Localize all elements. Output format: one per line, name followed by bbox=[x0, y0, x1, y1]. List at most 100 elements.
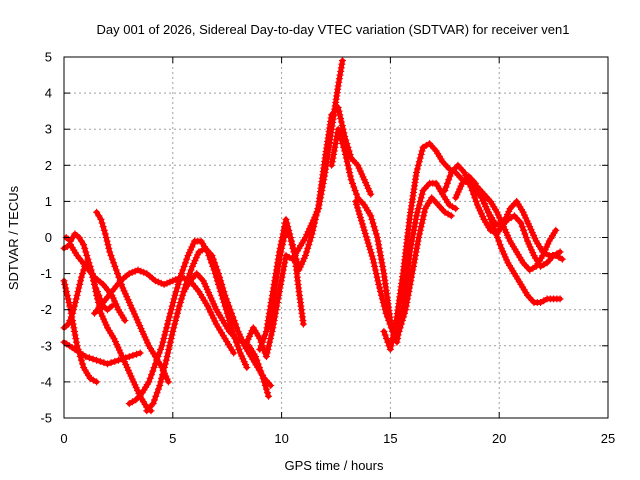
data-point bbox=[207, 308, 214, 316]
data-point bbox=[161, 331, 169, 339]
series-markers bbox=[473, 183, 560, 274]
series-line bbox=[61, 339, 143, 367]
data-point bbox=[176, 299, 184, 306]
data-point bbox=[417, 151, 425, 158]
data-point bbox=[520, 211, 528, 219]
data-point bbox=[473, 201, 481, 209]
x-tick-label: 10 bbox=[274, 431, 288, 446]
data-point bbox=[314, 205, 322, 213]
data-point bbox=[214, 323, 222, 331]
data-point bbox=[267, 331, 275, 339]
series-markers bbox=[93, 208, 172, 386]
data-point bbox=[169, 327, 177, 335]
data-point bbox=[71, 331, 79, 339]
data-point bbox=[228, 309, 236, 317]
data-point bbox=[312, 212, 320, 220]
data-point bbox=[142, 336, 150, 344]
data-point bbox=[160, 364, 168, 371]
data-point bbox=[334, 125, 342, 133]
data-point bbox=[218, 280, 226, 288]
data-point bbox=[299, 320, 307, 328]
data-point bbox=[183, 255, 191, 263]
data-point bbox=[337, 67, 345, 75]
data-point bbox=[416, 226, 424, 234]
data-point bbox=[252, 353, 259, 361]
data-point bbox=[208, 297, 216, 305]
data-point bbox=[265, 324, 272, 332]
data-point bbox=[77, 356, 85, 364]
data-point bbox=[123, 293, 131, 301]
y-tick-label: 0 bbox=[45, 230, 52, 245]
data-point bbox=[258, 371, 266, 379]
data-point bbox=[159, 371, 166, 379]
data-point bbox=[522, 214, 530, 222]
data-point bbox=[115, 346, 123, 354]
data-point bbox=[98, 312, 106, 320]
data-point bbox=[500, 250, 508, 258]
data-point bbox=[418, 190, 426, 198]
data-point bbox=[107, 359, 115, 367]
data-point bbox=[372, 230, 380, 238]
data-point bbox=[460, 169, 468, 176]
data-point bbox=[243, 338, 251, 346]
data-point bbox=[305, 241, 313, 249]
data-point bbox=[346, 169, 354, 176]
data-point bbox=[288, 241, 296, 249]
axis-ticks: 0 5 10 15 20 25 -5 -4 -3 -2 -1 0 1 2 3 4 5 bbox=[40, 50, 615, 447]
data-point bbox=[335, 129, 343, 137]
data-point bbox=[475, 204, 483, 212]
data-point bbox=[70, 306, 78, 314]
data-point bbox=[167, 306, 175, 314]
data-point bbox=[362, 233, 370, 241]
data-point bbox=[119, 284, 127, 292]
data-point bbox=[151, 277, 159, 285]
data-point bbox=[207, 294, 215, 302]
y-tick-label: -2 bbox=[40, 302, 52, 317]
data-point bbox=[413, 244, 421, 252]
y-tick-label: -1 bbox=[40, 266, 52, 281]
data-point bbox=[411, 219, 419, 227]
data-point bbox=[164, 317, 172, 324]
series-markers bbox=[265, 226, 307, 332]
series-line bbox=[244, 58, 345, 360]
data-point bbox=[308, 230, 316, 238]
series-pass-19 bbox=[473, 183, 560, 274]
data-point bbox=[216, 326, 224, 334]
data-point bbox=[160, 335, 168, 343]
data-point bbox=[253, 356, 261, 364]
data-point bbox=[389, 331, 397, 339]
data-point bbox=[89, 355, 97, 363]
data-point bbox=[373, 273, 381, 281]
data-point bbox=[337, 118, 345, 126]
data-point bbox=[158, 342, 166, 350]
data-point bbox=[420, 208, 428, 216]
data-point bbox=[522, 234, 530, 241]
data-point bbox=[353, 201, 361, 209]
data-point bbox=[381, 331, 389, 339]
data-point bbox=[483, 205, 491, 213]
data-point bbox=[70, 324, 78, 332]
data-point bbox=[371, 266, 379, 274]
data-point bbox=[525, 240, 533, 248]
series-pass-5 bbox=[60, 338, 144, 368]
data-point bbox=[337, 64, 345, 72]
data-point bbox=[208, 311, 216, 319]
data-point bbox=[137, 325, 145, 332]
data-point bbox=[145, 378, 153, 386]
data-point bbox=[157, 378, 165, 386]
data-point bbox=[338, 122, 346, 130]
data-point bbox=[369, 255, 377, 263]
data-point bbox=[211, 303, 219, 311]
data-point bbox=[127, 372, 135, 380]
data-point bbox=[335, 78, 343, 86]
data-point bbox=[454, 188, 462, 196]
data-point bbox=[204, 302, 212, 310]
data-point bbox=[172, 317, 180, 324]
data-point bbox=[160, 280, 168, 288]
data-point bbox=[265, 320, 273, 328]
data-point bbox=[176, 273, 184, 281]
data-point bbox=[187, 246, 195, 254]
data-point bbox=[81, 244, 89, 252]
data-point bbox=[97, 309, 105, 317]
data-point bbox=[104, 360, 111, 368]
